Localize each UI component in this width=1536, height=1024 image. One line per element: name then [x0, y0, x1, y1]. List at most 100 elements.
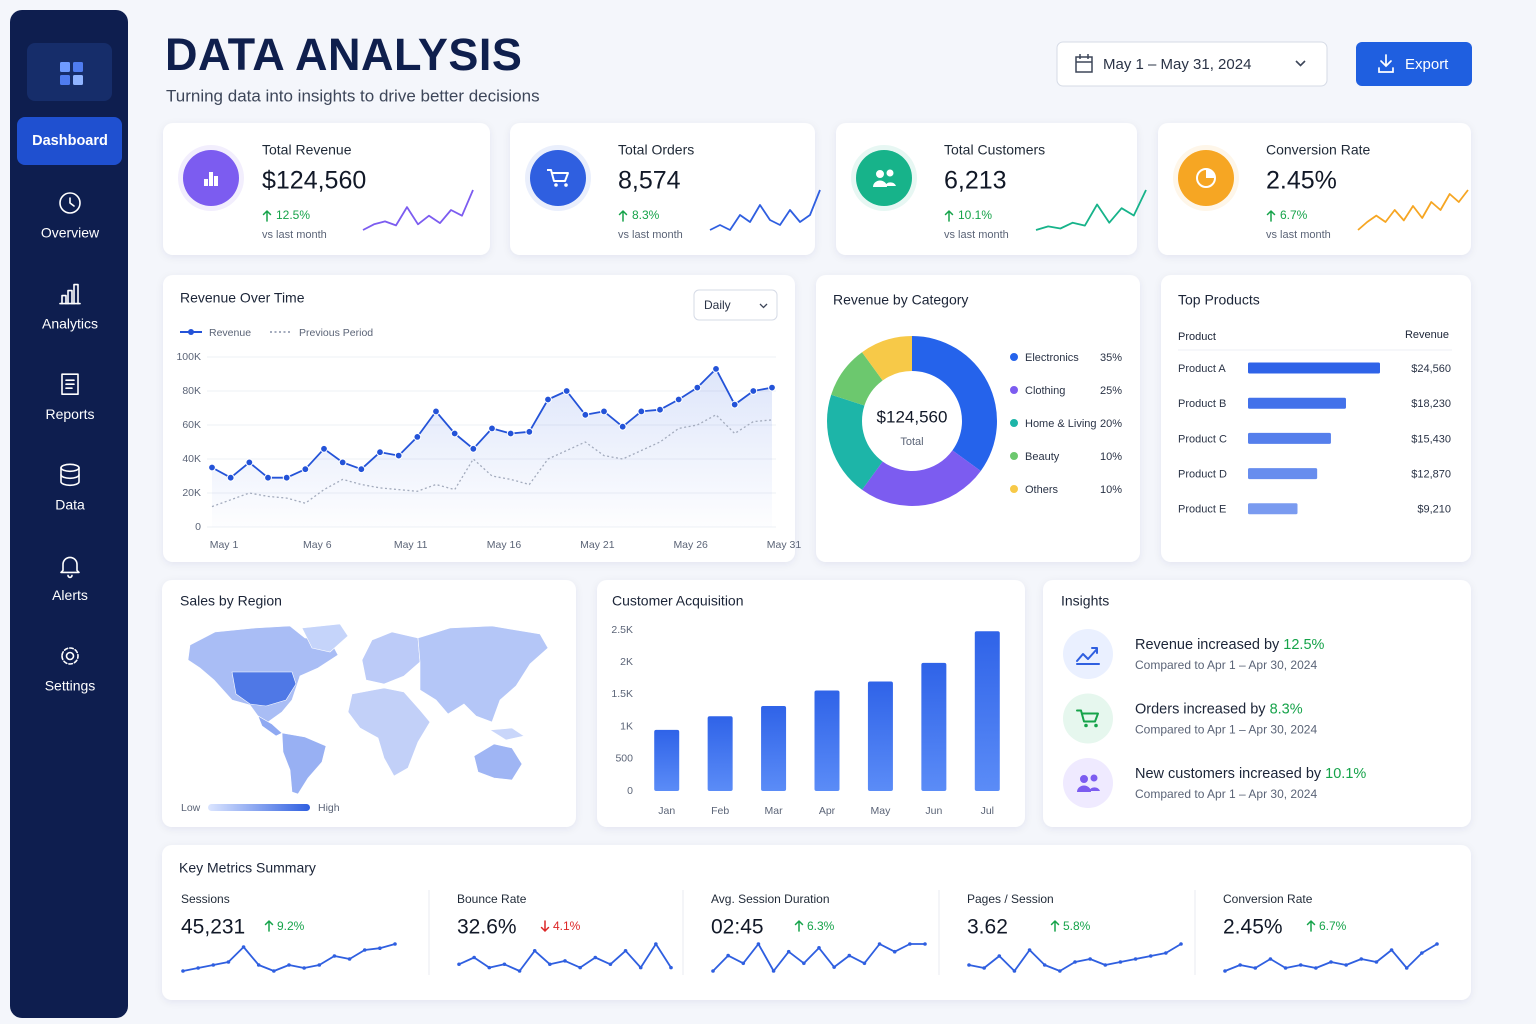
metric-change: 9.2% [277, 919, 305, 933]
nav-item[interactable] [60, 463, 80, 487]
kpi-card [836, 123, 1137, 255]
sparkline [709, 189, 821, 231]
metric-label: Conversion Rate [1223, 892, 1313, 906]
date-picker[interactable] [1056, 41, 1328, 87]
kpi-glyph-part [876, 169, 894, 178]
page-title: DATA ANALYSIS [165, 29, 522, 80]
trend-arrow [1266, 209, 1276, 222]
insight-glyph [1076, 647, 1100, 665]
nav-item[interactable] [59, 283, 81, 305]
y-tick-label: 500 [615, 753, 633, 765]
trend-arrow [794, 919, 804, 932]
nav-item[interactable] [61, 373, 79, 396]
bar [867, 681, 893, 791]
data-point [376, 448, 384, 457]
sparkline-point [771, 969, 776, 973]
data-point [282, 473, 291, 482]
sparkline-point [332, 954, 337, 958]
kpi-card [510, 123, 815, 255]
product-value: $9,210 [1417, 504, 1451, 516]
legend-label: Previous Period [299, 327, 373, 339]
sparkline-point [862, 961, 867, 966]
metric-change: 4.1% [553, 919, 581, 933]
legend-value: 10% [1100, 484, 1122, 496]
metric-label: Pages / Session [967, 892, 1054, 906]
kpi-value: 6,213 [944, 167, 1007, 195]
chart-title: Insights [1061, 593, 1109, 609]
nav-item[interactable] [60, 556, 80, 579]
metric-value: 3.62 [967, 916, 1008, 939]
sparkline-point [472, 955, 476, 960]
metric-change: 6.3% [807, 919, 835, 933]
sparkline-point [1238, 963, 1242, 967]
sparkline-point [1359, 957, 1364, 961]
product-bar [1248, 362, 1380, 374]
chart-card [597, 580, 1025, 827]
nav-icon [59, 192, 81, 214]
sparkline-point [1148, 954, 1153, 958]
x-tick-label: May 6 [303, 539, 332, 551]
sidebar [10, 10, 128, 1018]
kpi-icon [856, 150, 912, 206]
sparkline-point [908, 942, 912, 946]
nav-item[interactable] [59, 192, 81, 214]
kpi-glyph-part [1206, 169, 1215, 178]
logo-square [73, 75, 83, 85]
kpi-value: 2.45% [1266, 167, 1337, 195]
y-tick-label: 2K [620, 656, 633, 668]
period-dropdown[interactable] [693, 289, 778, 321]
data-point [320, 444, 328, 453]
product-value: $18,230 [1411, 398, 1451, 410]
insight-glyph-part [1080, 774, 1098, 783]
kpi-change: 10.1% [958, 208, 992, 222]
sparkline-point [378, 946, 382, 950]
nav-label: Analytics [42, 315, 98, 331]
product-label: Product C [1178, 433, 1227, 445]
legend-dot [188, 329, 194, 335]
logo-tile [27, 43, 112, 101]
trend-arrow [264, 919, 274, 932]
data-point [730, 400, 739, 409]
bar [654, 729, 680, 791]
sparkline-point [1435, 942, 1439, 946]
metric-change: 5.8% [1063, 919, 1091, 933]
nav-label: Alerts [52, 587, 88, 603]
insight-label: Orders increased by [1135, 701, 1266, 717]
nav-item[interactable] [61, 647, 79, 665]
data-point [208, 463, 216, 472]
trend-arrow [540, 920, 550, 933]
y-tick-label: 1K [620, 720, 633, 732]
kpi-glyph [547, 169, 569, 187]
legend-dot [1010, 386, 1018, 394]
data-point [338, 458, 347, 467]
sparkline-point [623, 948, 628, 953]
nav-icon [61, 294, 67, 305]
product-label: Product B [1178, 398, 1226, 410]
x-tick-label: Apr [819, 805, 836, 817]
donut-slice [862, 336, 912, 381]
period-value: Daily [704, 298, 731, 312]
sparkline-point [1027, 948, 1032, 952]
map-asia [417, 625, 549, 723]
sparkline-point [786, 949, 791, 954]
kpi-glyph-part [547, 169, 569, 182]
sparkline-point [982, 966, 986, 970]
sparkline-point [302, 966, 306, 970]
kpi-change: 12.5% [276, 208, 310, 222]
legend-dot [1010, 485, 1018, 493]
export-button[interactable] [1356, 42, 1472, 86]
map-south-america [281, 732, 327, 795]
chart-card [1161, 275, 1471, 562]
data-point [562, 387, 571, 395]
kpi-value: 8,574 [618, 167, 681, 195]
sparkline [1357, 189, 1469, 231]
map-legend-scale [208, 804, 310, 811]
kpi-glyph [873, 169, 896, 187]
sales-map [187, 623, 549, 795]
data-point [488, 424, 496, 433]
sparkline-point [638, 965, 643, 970]
x-tick-label: Jan [658, 805, 675, 817]
data-point [506, 429, 515, 438]
data-point [600, 407, 608, 416]
